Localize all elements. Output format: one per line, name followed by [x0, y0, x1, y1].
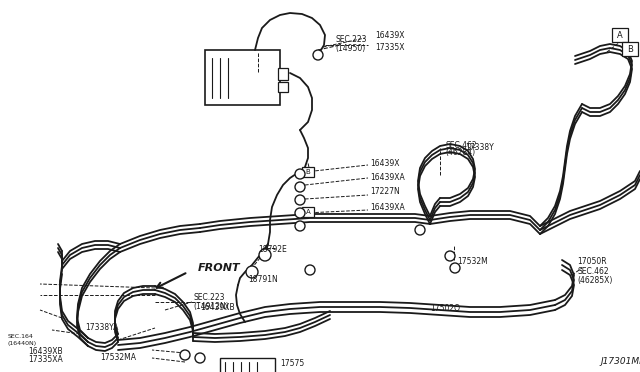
Text: SEC.223: SEC.223: [193, 294, 225, 302]
Text: 18792E: 18792E: [258, 246, 287, 254]
Circle shape: [246, 266, 258, 278]
Text: J17301ML: J17301ML: [600, 357, 640, 366]
Text: SEC.462: SEC.462: [445, 141, 477, 150]
Text: 18791N: 18791N: [248, 276, 278, 285]
Circle shape: [195, 353, 205, 363]
Circle shape: [180, 350, 190, 360]
Text: 17532MA: 17532MA: [100, 353, 136, 362]
Circle shape: [313, 50, 323, 60]
Bar: [278, 82, 288, 92]
Bar: [205, 50, 280, 105]
Circle shape: [445, 251, 455, 261]
Text: 17227N: 17227N: [370, 187, 400, 196]
Circle shape: [295, 182, 305, 192]
Text: 16439XA: 16439XA: [370, 173, 404, 182]
Text: B: B: [306, 169, 310, 175]
Text: 17050R: 17050R: [577, 257, 607, 266]
Text: 17575: 17575: [280, 359, 304, 369]
Text: 17338YA: 17338YA: [85, 324, 118, 333]
Bar: [622, 42, 638, 56]
Text: B: B: [627, 45, 633, 54]
Circle shape: [295, 208, 305, 218]
Circle shape: [305, 265, 315, 275]
Text: (16440N): (16440N): [8, 341, 37, 346]
Text: 17335XA: 17335XA: [28, 356, 63, 365]
Text: 17335X: 17335X: [375, 44, 404, 52]
Bar: [278, 68, 288, 80]
Text: A: A: [306, 209, 310, 215]
Text: SEC.462: SEC.462: [577, 267, 609, 276]
Text: SEC.223: SEC.223: [335, 35, 367, 45]
Text: FRONT: FRONT: [198, 263, 241, 273]
Text: (14912N): (14912N): [193, 301, 228, 311]
Circle shape: [295, 195, 305, 205]
Bar: [220, 358, 275, 372]
Circle shape: [295, 169, 305, 179]
Circle shape: [415, 225, 425, 235]
Bar: [302, 167, 314, 177]
Text: (46284): (46284): [445, 148, 475, 157]
Text: A: A: [617, 31, 623, 39]
Text: 16439X: 16439X: [375, 32, 404, 41]
Text: 17532M: 17532M: [457, 257, 488, 266]
Text: 17502Q: 17502Q: [430, 304, 460, 312]
Bar: [302, 207, 314, 217]
Text: 16439XA: 16439XA: [370, 203, 404, 212]
Text: (46285X): (46285X): [577, 276, 612, 285]
Circle shape: [259, 249, 271, 261]
Text: 17338Y: 17338Y: [465, 144, 493, 153]
Circle shape: [450, 263, 460, 273]
Bar: [612, 28, 628, 42]
Text: 16439X: 16439X: [370, 158, 399, 167]
Text: (14950): (14950): [335, 44, 365, 52]
Text: 16439XB: 16439XB: [200, 304, 235, 312]
Text: 16439XB: 16439XB: [28, 347, 63, 356]
Circle shape: [295, 221, 305, 231]
Text: SEC.164: SEC.164: [8, 334, 34, 339]
